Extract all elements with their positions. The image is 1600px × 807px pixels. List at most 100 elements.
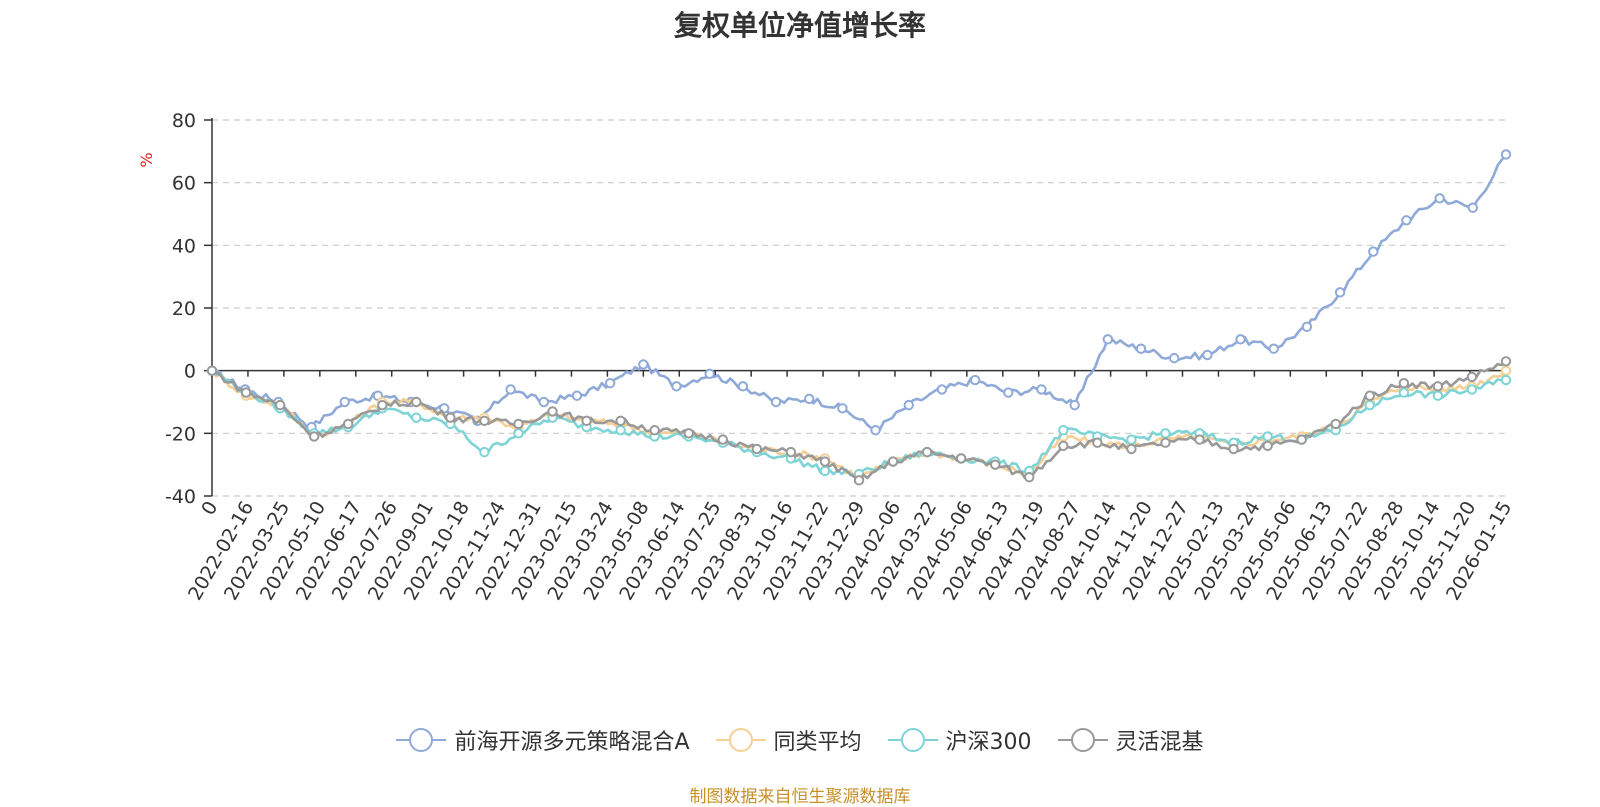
data-point	[1467, 202, 1479, 213]
data-point	[240, 387, 252, 398]
legend-swatch-icon	[887, 728, 938, 752]
data-point	[936, 384, 948, 395]
data-point	[1160, 428, 1171, 439]
axis-layer: 806040200-20-4002022-02-162022-03-252022…	[165, 110, 1516, 604]
data-point	[1202, 349, 1213, 361]
data-point	[479, 415, 490, 426]
data-point	[343, 418, 354, 430]
data-point	[505, 384, 516, 395]
data-point	[1296, 434, 1307, 445]
y-tick-label: 60	[172, 173, 196, 195]
data-point	[819, 456, 831, 467]
line-chart: 806040200-20-4002022-02-162022-03-252022…	[137, 110, 1516, 604]
data-point	[513, 418, 524, 430]
data-point	[1262, 431, 1273, 442]
data-point	[479, 446, 490, 458]
data-point	[1434, 193, 1445, 204]
data-point	[547, 406, 558, 417]
data-point	[1058, 425, 1069, 436]
data-point	[1466, 384, 1478, 395]
data-point	[571, 390, 583, 401]
data-point	[513, 428, 524, 439]
data-point	[1169, 352, 1180, 364]
data-point	[683, 428, 694, 439]
data-point	[770, 396, 782, 408]
data-point	[1364, 390, 1375, 401]
data-point	[1228, 443, 1239, 455]
data-point	[445, 412, 456, 423]
data-point	[837, 403, 848, 414]
data-point	[1466, 371, 1478, 383]
legend-item-1[interactable]: 同类平均	[715, 724, 862, 756]
data-point	[411, 396, 422, 408]
y-tick-label: 40	[172, 235, 196, 257]
data-point	[1262, 440, 1273, 452]
data-point	[1398, 378, 1410, 389]
legend-label: 沪深300	[945, 730, 1032, 755]
data-point	[1069, 399, 1080, 411]
data-point	[274, 399, 286, 411]
data-point	[1092, 437, 1103, 448]
data-point	[1058, 440, 1069, 452]
data-point	[1235, 334, 1246, 345]
legend-item-3[interactable]: 灵活混基	[1057, 724, 1204, 756]
data-point	[1401, 215, 1412, 226]
series-line-0	[211, 153, 1508, 432]
series-layer	[206, 149, 1512, 486]
legend-item-2[interactable]: 沪深300	[887, 724, 1032, 756]
data-point	[1036, 384, 1047, 395]
data-point	[339, 396, 350, 408]
legend: 前海开源多元策略混合A 同类平均 沪深300 灵活混基	[0, 724, 1600, 756]
data-point	[638, 359, 649, 370]
y-tick-label: 0	[184, 361, 196, 383]
data-point	[1432, 390, 1444, 401]
data-point	[615, 425, 626, 436]
y-tick-label: -40	[165, 486, 196, 508]
legend-item-0[interactable]: 前海开源多元策略混合A	[396, 724, 690, 756]
grid-layer	[212, 119, 1506, 497]
data-point	[1268, 343, 1279, 354]
data-point	[969, 374, 981, 386]
data-point	[785, 446, 797, 458]
x-tick-label: 0	[197, 498, 222, 519]
data-point	[717, 434, 728, 445]
data-point	[751, 443, 763, 455]
legend-label: 前海开源多元策略混合A	[454, 730, 690, 755]
data-point	[737, 381, 749, 392]
data-point	[411, 412, 422, 423]
data-point	[308, 431, 320, 442]
data-point	[819, 465, 831, 477]
legend-label: 灵活混基	[1115, 730, 1204, 755]
y-tick-label: 20	[172, 298, 196, 320]
data-point	[1135, 343, 1147, 354]
data-point	[804, 393, 815, 405]
data-point	[1301, 321, 1313, 332]
legend-swatch-icon	[396, 728, 447, 752]
data-point	[1160, 437, 1171, 448]
data-point	[1500, 356, 1512, 367]
data-point	[615, 415, 626, 426]
data-point	[649, 425, 660, 436]
legend-label: 同类平均	[773, 730, 862, 755]
source-note: 制图数据来自恒生聚源数据库	[689, 787, 911, 807]
legend-swatch-icon	[1057, 728, 1108, 752]
data-point	[538, 396, 549, 408]
data-point	[1334, 287, 1346, 298]
data-point	[1500, 149, 1512, 160]
data-point	[870, 425, 881, 436]
y-axis-unit-label: %	[137, 152, 156, 167]
data-point	[1500, 365, 1512, 376]
series-line-1	[210, 369, 1507, 479]
data-point	[887, 456, 899, 467]
data-point	[1194, 434, 1205, 445]
data-point	[581, 415, 592, 426]
data-point	[1330, 418, 1341, 430]
y-tick-label: -20	[165, 423, 196, 445]
data-point	[1126, 434, 1137, 445]
data-point	[1432, 381, 1444, 392]
data-point	[903, 399, 914, 411]
series-line-3	[211, 360, 1507, 482]
data-point	[1500, 374, 1512, 386]
legend-swatch-icon	[715, 728, 766, 752]
data-point	[1364, 399, 1375, 411]
